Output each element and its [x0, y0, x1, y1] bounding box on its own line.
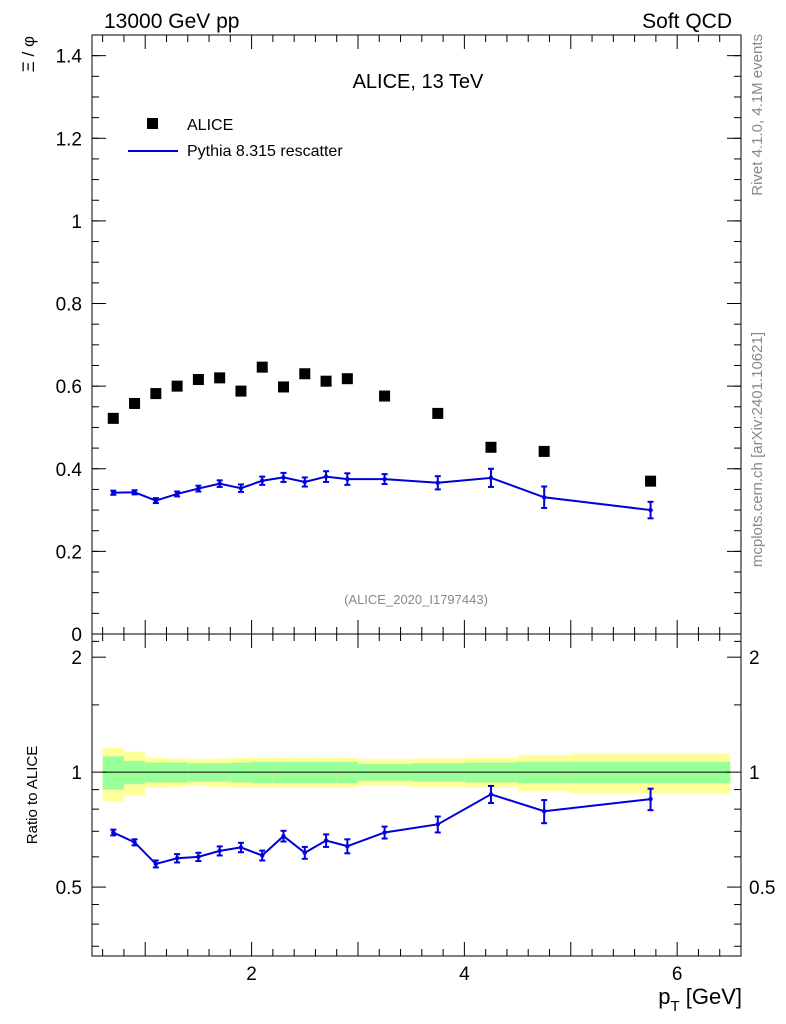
pythia-data-point [196, 486, 201, 491]
alice-data-point [278, 381, 290, 393]
alice-data-point [379, 390, 391, 402]
pythia-data-point [153, 498, 159, 503]
main-ytick-label: 0.8 [56, 295, 82, 316]
alice-data-point [171, 380, 183, 392]
ratio-data-point [281, 833, 286, 839]
ratio-ytick-label: 2 [71, 648, 82, 669]
ratio-data-point [435, 822, 440, 827]
main-ytick-label: 1.4 [56, 47, 83, 68]
ratio-data-point [260, 853, 265, 858]
main-ytick-label: 0.4 [56, 460, 83, 481]
analysis-tag: (ALICE_2020_I1797443) [344, 592, 488, 607]
legend-label-alice: ALICE [187, 117, 233, 134]
ratio-data-point [541, 809, 547, 814]
pythia-data-point [345, 476, 350, 482]
main-ytick-label: 0 [71, 625, 82, 646]
pythia-data-point [302, 479, 307, 485]
header-left: 13000 GeV pp [104, 10, 239, 33]
pythia-data-point [382, 476, 387, 482]
alice-data-point [485, 441, 497, 453]
alice-data-point [432, 407, 444, 419]
ratio-band-inner [102, 756, 124, 790]
ratio-xtick-label: 4 [459, 964, 470, 985]
ratio-data-point [196, 854, 201, 860]
pythia-data-point [281, 475, 286, 480]
ratio-data-point [382, 830, 387, 835]
legend-marker-alice [147, 118, 158, 129]
pythia-series-line [113, 475, 651, 512]
ratio-ytick-label: 0.5 [56, 878, 82, 899]
ratio-xtick-label: 2 [246, 964, 257, 985]
ratio-data-point [345, 843, 350, 849]
main-axis-ticks: 0 0.2 0.4 0.6 0.8 1 1.2 1.4 [56, 34, 742, 646]
ratio-data-point [302, 850, 307, 855]
alice-data-point [192, 374, 204, 386]
pythia-data-point [238, 485, 244, 491]
ratio-data-point [153, 861, 159, 867]
pythia-data-point [260, 478, 265, 483]
legend: ALICE Pythia 8.315 rescatter [128, 117, 343, 160]
ratio-ytick-label-right: 0.5 [749, 878, 775, 899]
ratio-data-point [132, 840, 137, 845]
ratio-axis-ticks: 2 4 6 0.5 0.5 1 1 2 2 [56, 634, 775, 985]
plot-title: ALICE, 13 TeV [353, 71, 484, 93]
alice-data-point [299, 368, 311, 380]
ratio-ytick-label: 1 [71, 763, 82, 784]
ratio-data-point [111, 830, 116, 835]
legend-label-pythia: Pythia 8.315 rescatter [187, 143, 343, 160]
alice-data-point [235, 385, 247, 397]
alice-data-point [320, 375, 332, 387]
ratio-data-point [323, 838, 329, 843]
alice-data-point [107, 412, 119, 424]
rivet-version-label: Rivet 4.1.0, 4.1M events [749, 34, 766, 196]
pythia-data-point [111, 490, 116, 495]
mcplots-label: mcplots.cern.ch [arXiv:2401.10621] [749, 332, 766, 567]
alice-data-point [341, 373, 353, 385]
main-ytick-label: 0.6 [56, 377, 82, 398]
ratio-xtick-label: 6 [672, 964, 683, 985]
alice-data-point [150, 388, 162, 400]
ratio-data-point [648, 796, 653, 802]
ratio-series-line [112, 793, 651, 866]
main-data-marks [107, 361, 657, 520]
alice-data-point [645, 475, 657, 487]
main-ytick-label: 1.2 [56, 129, 82, 150]
alice-data-point [214, 372, 226, 384]
pythia-data-point [323, 474, 329, 479]
pythia-data-point [217, 481, 222, 486]
ratio-uncertainty-bands [102, 747, 731, 802]
ratio-data-point [238, 845, 244, 850]
ratio-data-point [488, 792, 494, 797]
ratio-ytick-label-right: 1 [749, 763, 760, 784]
main-ylabel: Ξ / φ [19, 36, 38, 72]
main-ytick-label: 0.2 [56, 542, 82, 563]
ratio-frame [91, 633, 742, 957]
main-ytick-label: 1 [71, 212, 82, 233]
header-right: Soft QCD [642, 10, 732, 33]
xlabel: pT [GeV] [658, 984, 742, 1015]
pythia-data-point [435, 480, 440, 486]
alice-data-point [538, 445, 550, 457]
ratio-data-marks [110, 784, 654, 869]
ratio-data-point [217, 848, 222, 854]
ratio-ytick-label-right: 2 [749, 648, 760, 669]
ratio-data-point [174, 856, 180, 861]
pythia-data-point [132, 490, 137, 495]
pythia-data-point [541, 495, 547, 500]
pythia-data-point [648, 507, 653, 513]
pythia-data-point [488, 475, 494, 481]
alice-data-point [256, 361, 268, 373]
pythia-data-point [174, 491, 180, 497]
alice-data-point [129, 397, 141, 409]
ratio-ylabel: Ratio to ALICE [24, 746, 41, 844]
